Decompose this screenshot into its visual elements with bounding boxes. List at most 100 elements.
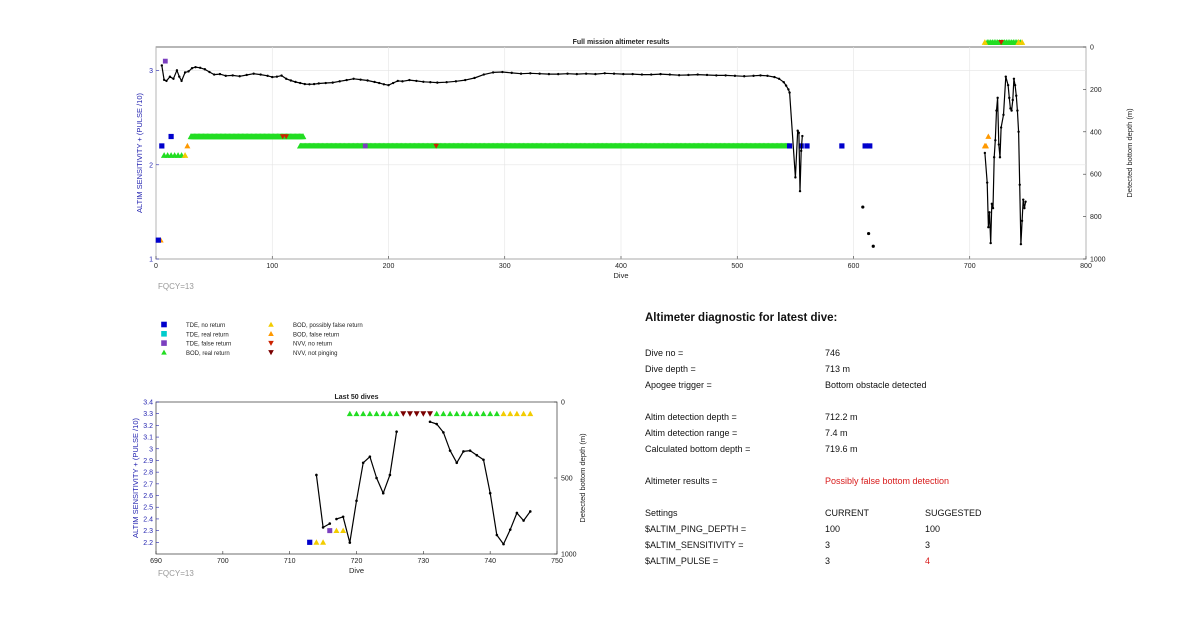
results-value: Possibly false bottom detection [825, 476, 950, 486]
legend-item: NVV, not pinging [268, 350, 337, 357]
x-tick-label: 400 [615, 263, 627, 270]
depth-point [428, 420, 432, 424]
depth-point [331, 81, 334, 84]
row-dive-no: Dive no = 746 [645, 348, 1165, 362]
bod-real-return-marker [447, 410, 454, 417]
depth-point [178, 75, 181, 78]
depth-point [989, 241, 992, 245]
detection-range-label: Altim detection range = [645, 428, 738, 438]
depth-point [1012, 77, 1016, 81]
bod-possibly-false-marker [313, 539, 320, 545]
bod-real-return-marker [373, 410, 380, 417]
tde-false-return-marker [327, 528, 333, 534]
depth-point [280, 74, 283, 77]
depth-point [266, 74, 269, 78]
depth-point [799, 149, 803, 153]
depth-point [375, 476, 378, 480]
row-sensitivity: $ALTIM_SENSITIVITY = 3 3 [645, 540, 1165, 554]
y-tick-label: 2.4 [143, 516, 153, 523]
pulse-label: $ALTIM_PULSE = [645, 556, 719, 566]
tde-no-return-marker [307, 539, 313, 545]
bod-real-return-marker [453, 410, 460, 417]
depth-point [650, 73, 653, 76]
legend-marker [161, 340, 167, 346]
depth-point [368, 455, 372, 459]
legend-marker [161, 321, 167, 328]
x-tick-label: 300 [499, 263, 511, 270]
depth-point [252, 72, 255, 75]
nvv-not-pinging-marker [400, 411, 407, 417]
x-tick-label: 730 [417, 558, 429, 565]
depth-point [408, 78, 411, 82]
depth-point [538, 72, 541, 75]
legend-label: NVV, not pinging [293, 351, 337, 357]
legend-label: BOD, possibly false return [293, 323, 363, 329]
depth-point [782, 80, 785, 84]
depth-point [743, 75, 746, 78]
depth-point [224, 74, 227, 78]
y2-tick-label: 1000 [561, 552, 577, 559]
depth-point [361, 461, 365, 465]
depth-point [871, 244, 875, 248]
depth-point [1020, 219, 1024, 223]
depth-point [445, 80, 448, 84]
bod-possibly-false-marker [1018, 39, 1026, 45]
depth-point [429, 80, 432, 84]
depth-point [1009, 107, 1012, 110]
depth-point [495, 533, 499, 537]
legend-item: TDE, real return [161, 331, 229, 338]
depth-point [491, 71, 495, 74]
depth-point [312, 82, 316, 86]
depth-point [328, 522, 332, 525]
legend-label: TDE, real return [186, 332, 229, 338]
bod-possibly-false-marker [320, 539, 327, 545]
bod-real-return-marker [346, 410, 353, 417]
y-tick-label: 3.2 [143, 423, 153, 430]
y-tick-label: 3 [149, 446, 153, 453]
depth-point [462, 450, 465, 453]
depth-point [990, 202, 994, 206]
legend-item: BOD, false return [268, 331, 339, 338]
nvv-no-return-marker [433, 143, 439, 149]
bottom-depth-label: Calculated bottom depth = [645, 444, 751, 454]
y-tick-label: 3.3 [143, 411, 153, 418]
depth-point [997, 143, 1001, 146]
depth-point [1024, 200, 1027, 203]
nvv-not-pinging-marker [406, 411, 413, 417]
depth-point [198, 66, 202, 69]
legend-label: TDE, no return [186, 323, 225, 329]
depth-point [784, 84, 788, 87]
y-tick-label: 2.7 [143, 481, 153, 488]
nvv-no-return-marker [283, 134, 289, 140]
depth-point [335, 517, 338, 521]
legend-label: NVV, no return [293, 342, 332, 348]
row-detection-depth: Altim detection depth = 712.2 m [645, 412, 1165, 426]
depth-point [231, 74, 234, 77]
depth-point [1022, 198, 1025, 201]
settings-header: Settings [645, 508, 678, 518]
current-header: CURRENT [825, 508, 869, 518]
y2-tick-label: 200 [1090, 87, 1102, 94]
bod-real-return-marker [467, 410, 474, 417]
depth-point [594, 72, 597, 76]
bod-real-return-marker [460, 410, 467, 417]
depth-point [165, 79, 168, 83]
row-dive-depth: Dive depth = 713 m [645, 364, 1165, 378]
legend-marker [268, 340, 274, 346]
bod-real-return-marker [393, 410, 400, 417]
y-tick-label: 3 [149, 68, 153, 75]
x-tick-label: 700 [964, 263, 976, 270]
depth-point [798, 189, 802, 193]
tde-no-return-marker [159, 143, 165, 149]
depth-point [212, 73, 216, 76]
depth-point [794, 176, 797, 179]
x-tick-label: 600 [848, 263, 860, 270]
depth-point [238, 75, 241, 78]
x-tick-label: 740 [484, 558, 496, 565]
legend-label: BOD, false return [293, 332, 339, 338]
depth-point [175, 69, 179, 72]
bod-possibly-false-marker [527, 410, 534, 417]
diagnostic-panel: Altimeter diagnostic for latest dive: Di… [645, 312, 1165, 566]
depth-point [488, 491, 492, 495]
depth-point [324, 81, 327, 85]
